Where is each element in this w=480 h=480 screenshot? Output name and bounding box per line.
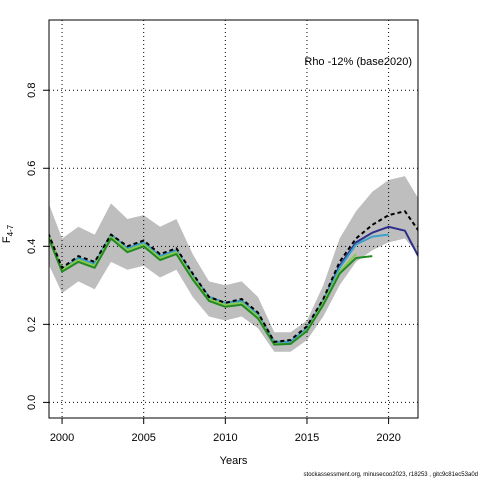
series-line-4 xyxy=(49,210,418,343)
x-axis: 2000 2005 2010 2015 2020 xyxy=(50,418,401,444)
confidence-band xyxy=(49,176,418,352)
series-line-3 xyxy=(49,236,373,346)
x-tick-label-3: 2015 xyxy=(295,432,319,444)
y-axis-title-main: F xyxy=(1,236,13,243)
confidence-band-layer xyxy=(49,176,418,352)
y-axis-title-subscript: 4-7 xyxy=(6,224,15,236)
x-axis-title: Years xyxy=(220,455,248,467)
x-tick-label-0: 2000 xyxy=(50,432,74,444)
y-axis: 0.0 0.2 0.4 0.6 0.8 xyxy=(26,83,49,410)
y-axis-title: F4-7 xyxy=(1,224,15,243)
y-tick-label-1: 0.2 xyxy=(26,317,38,332)
series-layer xyxy=(49,210,418,346)
x-tick-label-2: 2010 xyxy=(213,432,237,444)
y-tick-label-0: 0.0 xyxy=(26,395,38,410)
x-tick-label-4: 2020 xyxy=(376,432,400,444)
legend-label: Rho -12% (base2020) xyxy=(304,56,412,68)
y-tick-label-3: 0.6 xyxy=(26,161,38,176)
x-tick-label-1: 2005 xyxy=(131,432,155,444)
plot-frame xyxy=(48,19,419,419)
footer-credit: stockassessment.org, minusecoo2023, r182… xyxy=(303,472,478,478)
y-tick-label-4: 0.8 xyxy=(26,83,38,98)
y-tick-label-2: 0.4 xyxy=(26,239,38,254)
grid-layer xyxy=(49,20,418,418)
